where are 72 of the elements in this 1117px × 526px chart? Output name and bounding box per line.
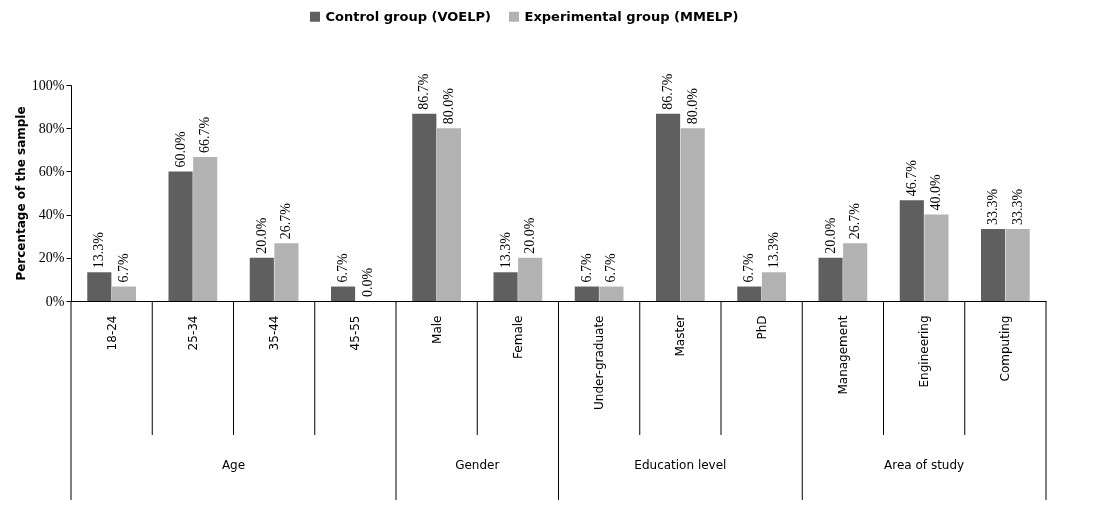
- text: Education level: [634, 458, 727, 472]
- x-tick-label: 45-55: [348, 315, 363, 351]
- bar: [680, 128, 705, 301]
- bar: [436, 128, 461, 301]
- data-label: 6.7%: [741, 253, 757, 283]
- data-label: 6.7%: [115, 253, 131, 283]
- data-label: 66.7%: [197, 116, 213, 153]
- data-label: 13.3%: [497, 231, 513, 269]
- data-label: 40.0%: [928, 174, 944, 211]
- x-tick-label: 25-34: [185, 315, 200, 351]
- bar: [493, 272, 518, 301]
- data-label: 86.7%: [416, 73, 432, 110]
- bar: [599, 286, 624, 301]
- y-tick-label: 80%: [38, 120, 65, 136]
- bar: [168, 171, 193, 301]
- y-tick-label: 60%: [38, 163, 65, 179]
- bar: [274, 243, 299, 301]
- x-tick-label: Female: [510, 315, 525, 359]
- y-tick-label: 100%: [31, 77, 65, 93]
- bar: [656, 113, 681, 301]
- data-label: 13.3%: [91, 231, 107, 269]
- data-label: 6.7%: [335, 253, 351, 283]
- bar: [737, 286, 762, 301]
- bar: [924, 214, 949, 301]
- bar: [87, 272, 112, 301]
- y-tick-label: 20%: [38, 250, 65, 266]
- x-tick-label: 18-24: [104, 315, 119, 351]
- x-tick-label: Master: [673, 315, 688, 357]
- y-axis-title: Percentage of the sample: [13, 106, 28, 281]
- data-label: 46.7%: [903, 159, 919, 197]
- data-label: 80.0%: [684, 87, 700, 125]
- data-label: 86.7%: [660, 73, 676, 110]
- text: Gender: [455, 458, 500, 472]
- data-label: 26.7%: [847, 202, 863, 240]
- y-tick-label: 0%: [45, 293, 65, 309]
- bar: [331, 286, 356, 301]
- bar: [1005, 229, 1030, 301]
- bar: [899, 200, 924, 301]
- data-label: 26.7%: [278, 202, 294, 240]
- data-label: 60.0%: [172, 130, 188, 168]
- bar: [761, 272, 786, 301]
- bar: [818, 257, 843, 301]
- x-tick-label: Computing: [998, 315, 1013, 382]
- bar: [981, 229, 1006, 301]
- data-label: 20.0%: [822, 217, 838, 254]
- data-label: 20.0%: [522, 217, 538, 254]
- data-label: 80.0%: [440, 87, 456, 125]
- data-label: 13.3%: [765, 231, 781, 269]
- legend-label: Experimental group (MMELP): [524, 8, 739, 24]
- data-label: 6.7%: [578, 253, 594, 283]
- bar: [412, 113, 437, 301]
- legend-label: Control group (VOELP): [325, 8, 491, 24]
- bar: [193, 156, 218, 301]
- data-label: 33.3%: [985, 188, 1001, 226]
- data-label: 6.7%: [603, 253, 619, 283]
- x-tick-label: 35-44: [267, 315, 282, 351]
- x-tick-label: Engineering: [917, 315, 932, 388]
- x-tick-label: Management: [835, 315, 850, 395]
- data-label: 0.0%: [359, 267, 375, 297]
- text: Area of study: [884, 458, 965, 472]
- bar: [843, 243, 868, 301]
- data-label: 33.3%: [1009, 188, 1025, 226]
- bar: [111, 286, 136, 301]
- bar: [574, 286, 599, 301]
- data-label: 20.0%: [253, 217, 269, 254]
- bar: [518, 257, 543, 301]
- y-tick-label: 40%: [38, 207, 65, 223]
- bar: [249, 257, 274, 301]
- x-tick-label: PhD: [754, 315, 769, 340]
- x-tick-label: Under-graduate: [592, 315, 607, 410]
- text: Age: [221, 458, 246, 472]
- x-tick-label: Male: [429, 315, 444, 344]
